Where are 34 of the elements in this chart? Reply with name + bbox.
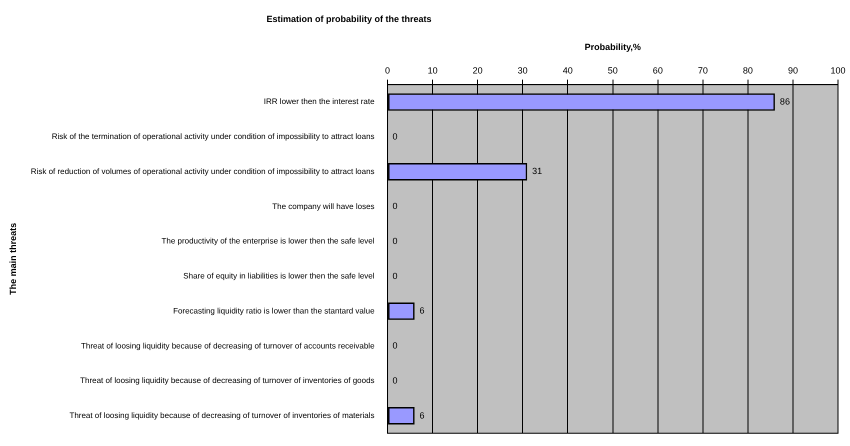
data-label: 6 <box>420 306 425 316</box>
y-tick-label: Threat of loosing liquidity because of decreasing of turnover of inventories of materials <box>69 410 375 420</box>
x-tick-label: 70 <box>698 66 708 76</box>
data-label: 31 <box>532 166 542 176</box>
x-tick-label: 60 <box>652 66 663 76</box>
x-axis-title: Probability,% <box>584 42 641 52</box>
y-tick-label: Share of equity in liabilities is lower then the safe level <box>183 272 375 281</box>
y-tick-label: Forecasting liquidity ratio is lower than the stantard value <box>173 306 376 316</box>
data-label: 0 <box>392 375 398 386</box>
x-tick-label: 20 <box>472 66 483 76</box>
x-tick-label: 40 <box>562 66 573 76</box>
data-label: 0 <box>392 340 398 351</box>
data-label: 0 <box>392 236 398 246</box>
x-tick-label: 100 <box>830 66 846 76</box>
x-tick-label: 30 <box>518 66 528 76</box>
y-tick-label: The company will have loses <box>272 202 375 211</box>
y-tick-label: Threat of loosing liquidity because of decreasing of turnover of inventories of goods <box>80 376 375 386</box>
y-tick-label: Threat of loosing liquidity because of decreasing of turnover of accounts receivable <box>81 341 376 350</box>
y-tick-label: Risk of the termination of operational activity under condition of impossibility to attract loans <box>52 132 375 142</box>
data-label: 0 <box>392 131 398 142</box>
x-tick-label: 80 <box>742 66 753 76</box>
y-tick-label: IRR lower then the interest rate <box>264 97 376 106</box>
x-tick-label: 50 <box>608 66 618 76</box>
data-label: 0 <box>392 270 398 281</box>
x-tick-label: 0 <box>385 66 390 76</box>
data-label: 86 <box>780 96 790 107</box>
x-tick-label: 10 <box>428 66 438 76</box>
y-tick-label: The productivity of the enterprise is lower then the safe level <box>162 236 375 246</box>
data-label: 6 <box>420 410 425 420</box>
chart-title: Estimation of probability of the threats <box>266 14 432 24</box>
y-tick-label: Risk of reduction of volumes of operational activity under condition of impossibility to attract loans <box>30 166 375 176</box>
data-label: 0 <box>392 201 398 212</box>
x-tick-label: 90 <box>788 66 798 76</box>
y-axis-title: The main threats <box>8 222 18 295</box>
